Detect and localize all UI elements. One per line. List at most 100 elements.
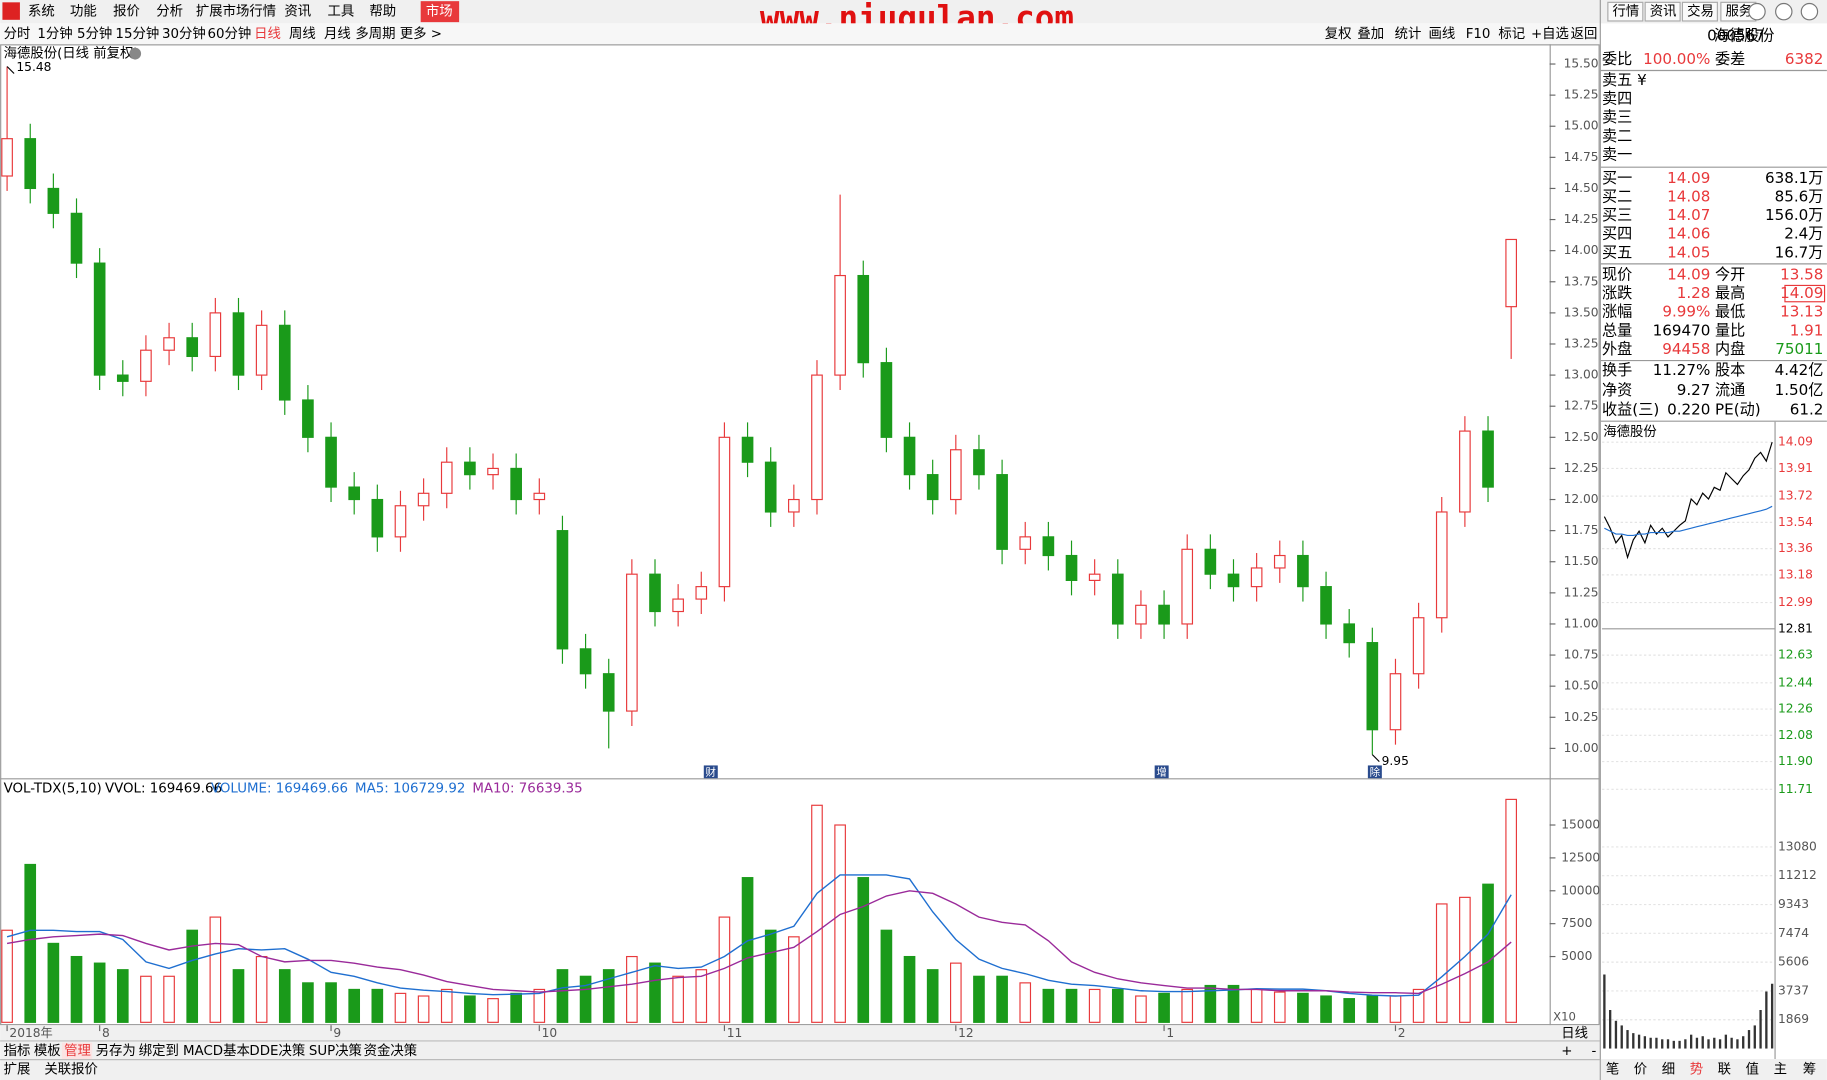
y-tick-label: 14.09 [1778,435,1813,449]
period-tab[interactable]: 分时 [4,26,31,42]
market-tab-bg[interactable] [420,1,460,23]
bottom-tab[interactable]: 模板 [34,1043,61,1059]
title-icon[interactable] [129,47,142,60]
bottom-tab[interactable]: 指标 [4,1043,31,1059]
right-tab[interactable]: 服务 [1726,4,1753,20]
legend-entry: MA5: 106729.92 [355,782,465,797]
side-tab[interactable]: 价 [1634,1063,1647,1078]
right-tab[interactable]: 资讯 [1650,4,1677,20]
bottom-tab[interactable]: MACD基本 [183,1042,250,1059]
candle-body [788,498,800,513]
volume-bar [232,969,245,1023]
tool-button[interactable]: 标记 [1498,26,1525,42]
bottom-tab[interactable]: 资金决策 [364,1042,418,1059]
side-tab[interactable]: 主 [1774,1062,1787,1078]
bottom-tab[interactable]: 绑定到 [139,1043,179,1059]
right-tab[interactable]: 行情 [1613,4,1640,20]
window-max[interactable] [1775,2,1793,21]
volume-bar [926,969,939,1023]
menu-item[interactable]: 扩展市场行情 [196,3,276,20]
menu-item[interactable]: 报价 [113,4,140,20]
event-marker-bg[interactable] [1367,765,1382,779]
zoom-in[interactable]: + [1561,1044,1572,1059]
quote-cell: 9.99% [1662,303,1710,321]
tool-button[interactable]: 画线 [1428,26,1455,42]
candle-body [996,474,1008,550]
event-marker[interactable]: 除 [1370,765,1381,778]
candle-body [440,461,453,494]
event-marker[interactable]: 财 [706,765,716,778]
candle-body [255,324,268,376]
quote-cell: 股本 [1715,361,1745,379]
period-tab[interactable]: 多周期 [355,25,395,42]
volume-bar [1019,982,1032,1023]
window-min[interactable] [1748,2,1766,21]
menu-item[interactable]: 资讯 [284,4,311,20]
right-tab-bg[interactable] [1681,1,1718,22]
period-tab[interactable]: 30分钟 [162,25,206,42]
side-tab[interactable]: 细 [1662,1062,1675,1078]
bottom-tab[interactable]: 关联报价 [44,1062,98,1078]
tool-button[interactable]: F10 [1466,27,1491,42]
event-marker-bg[interactable] [703,765,718,779]
menu-item[interactable]: 工具 [327,5,354,20]
period-tab[interactable]: 日线 [254,26,281,42]
low-label: 9.95 [1382,754,1409,768]
quote-cell: 2.4万 [1784,225,1823,243]
menu-item[interactable]: 分析 [156,4,183,20]
y-tick-label: 13.54 [1778,515,1813,529]
tool-button[interactable]: 复权 [1325,25,1352,42]
tool-button[interactable]: 统计 [1395,26,1422,42]
right-tab[interactable]: 交易 [1687,3,1714,20]
zoom-out[interactable]: - [1592,1044,1597,1059]
bottom-tab[interactable]: SUP决策 [309,1042,362,1059]
period-tab[interactable]: 1分钟 [37,25,72,42]
bottom-tab[interactable]: 扩展 [4,1062,31,1078]
market-tab[interactable]: 市场 [426,3,453,20]
y-tick-label: 11.00 [1564,616,1599,630]
volume-bar [1,929,13,1023]
bottom-tab[interactable]: DDE决策 [249,1042,305,1059]
event-marker-bg[interactable] [1154,765,1169,779]
candle-body [718,436,731,588]
quote-cell: 13.13 [1780,303,1823,321]
volume-bar [903,955,916,1023]
menu-item[interactable]: 功能 [70,4,97,20]
side-tab[interactable]: 笔 [1606,1062,1619,1078]
volume-bar [116,969,129,1023]
right-tab-bg[interactable] [1644,1,1681,22]
bottom-tab[interactable]: 管理 [64,1043,91,1059]
tool-button[interactable]: 叠加 [1357,26,1384,42]
tool-button[interactable]: 返回 [1571,26,1598,42]
right-tab-bg[interactable] [1607,1,1644,22]
period-tab[interactable]: 月线 [324,26,351,42]
volume-bar [70,955,83,1023]
volume-bar [880,929,893,1023]
y-tick-label: 11.50 [1564,554,1599,568]
side-tab[interactable]: 联 [1718,1062,1731,1078]
quote-cell: 涨幅 [1602,303,1632,321]
menu-item[interactable]: 系统 [28,4,55,20]
side-tab[interactable]: 筹 [1803,1061,1816,1078]
tool-button[interactable]: +自选 [1531,26,1569,42]
x-tick-label: 2 [1398,1026,1406,1040]
bottom-tab[interactable]: 另存为 [96,1043,136,1059]
side-tab[interactable]: 值 [1746,1062,1759,1078]
period-tab[interactable]: 更多 > [400,25,442,42]
period-tab[interactable]: 5分钟 [77,25,112,42]
period-tab[interactable]: 周线 [289,26,316,42]
candle-body [24,138,37,190]
quote-code: 000567 [1707,27,1765,45]
period-tab[interactable]: 15分钟 [115,25,159,42]
event-marker[interactable]: 增 [1156,765,1166,778]
quote-cell: 14.07 [1667,206,1710,224]
y-tick-label: 13.50 [1564,305,1599,319]
chart-frame [0,44,1600,1026]
side-tab[interactable]: 势 [1690,1062,1703,1078]
window-close[interactable] [1800,2,1819,21]
menu-item[interactable]: 帮助 [369,4,396,20]
y-tick-label: 12.75 [1564,399,1599,413]
ma-line [6,874,1512,997]
indicator-value: VVOL: 169469.66 [105,782,222,797]
period-tab[interactable]: 60分钟 [207,25,251,42]
